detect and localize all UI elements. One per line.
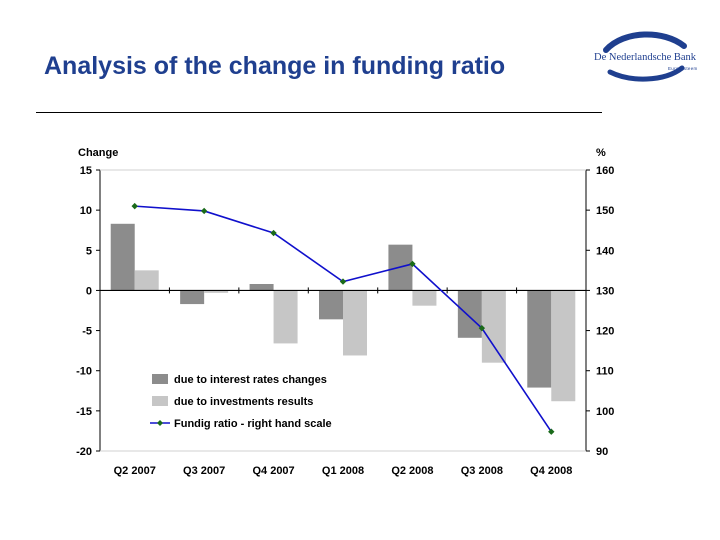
page-title: Analysis of the change in funding ratio: [44, 52, 506, 80]
x-tick-label: Q4 2008: [530, 465, 572, 477]
title-divider: [36, 112, 602, 113]
bar-1-5: [457, 290, 482, 338]
x-tick-label: Q1 2008: [322, 465, 364, 477]
x-tick-label: Q3 2008: [461, 465, 503, 477]
bar-1-0: [110, 223, 135, 291]
bank-logo-sub: Eurosysteem: [668, 66, 698, 71]
legend-swatch-1: [152, 374, 168, 384]
y-tick-label: 10: [80, 205, 92, 217]
x-tick-label: Q2 2008: [391, 465, 433, 477]
y2-tick-label: 140: [596, 245, 614, 257]
funding-ratio-point-1: [200, 207, 208, 215]
y-tick-label: -20: [76, 446, 92, 458]
funding-ratio-point-0: [131, 202, 138, 210]
bar-2-2: [273, 290, 298, 344]
y2-tick-label: 160: [596, 165, 614, 177]
legend-label-2: due to investments results: [174, 396, 313, 408]
bank-logo-name: De Nederlandsche Bank: [594, 52, 697, 63]
x-tick-label: Q2 2007: [114, 465, 156, 477]
y-tick-label: -15: [76, 406, 92, 418]
bar-1-3: [319, 290, 343, 320]
x-tick-label: Q4 2007: [252, 465, 294, 477]
y2-tick-label: 120: [596, 326, 614, 338]
funding-ratio-point-5: [478, 324, 486, 332]
x-tick-label: Q3 2007: [183, 465, 225, 477]
funding-ratio-point-6: [548, 428, 555, 435]
bar-2-5: [481, 290, 506, 363]
bar-1-2: [249, 284, 274, 291]
y-tick-label: 5: [86, 245, 92, 257]
funding-ratio-point-2: [270, 229, 277, 237]
y2-tick-label: 130: [596, 285, 614, 297]
bar-1-1: [180, 290, 205, 305]
bar-2-6: [551, 290, 576, 402]
y2-tick-label: 110: [596, 366, 614, 378]
bar-2-4: [412, 290, 437, 306]
y-tick-label: 15: [80, 165, 92, 177]
bank-logo-icon: [603, 31, 687, 82]
y-axis-label: Change: [78, 147, 118, 159]
bar-1-6: [527, 290, 552, 388]
legend-marker: [157, 420, 163, 426]
y2-tick-label: 100: [596, 406, 614, 418]
bar-2-3: [343, 290, 367, 356]
y-tick-label: -10: [76, 366, 92, 378]
y-tick-label: -5: [82, 326, 92, 338]
funding-ratio-point-4: [409, 260, 416, 268]
y2-tick-label: 150: [596, 205, 614, 217]
funding-ratio-point-3: [339, 278, 347, 285]
y2-axis-label: %: [596, 147, 606, 159]
legend-label-3: Fundig ratio - right hand scale: [174, 418, 332, 430]
y-tick-label: 0: [86, 285, 92, 297]
y2-tick-label: 90: [596, 446, 608, 458]
bar-2-1: [204, 290, 229, 293]
bar-2-0: [134, 270, 159, 291]
legend-label-1: due to interest rates changes: [174, 374, 327, 386]
legend-swatch-2: [152, 396, 168, 406]
